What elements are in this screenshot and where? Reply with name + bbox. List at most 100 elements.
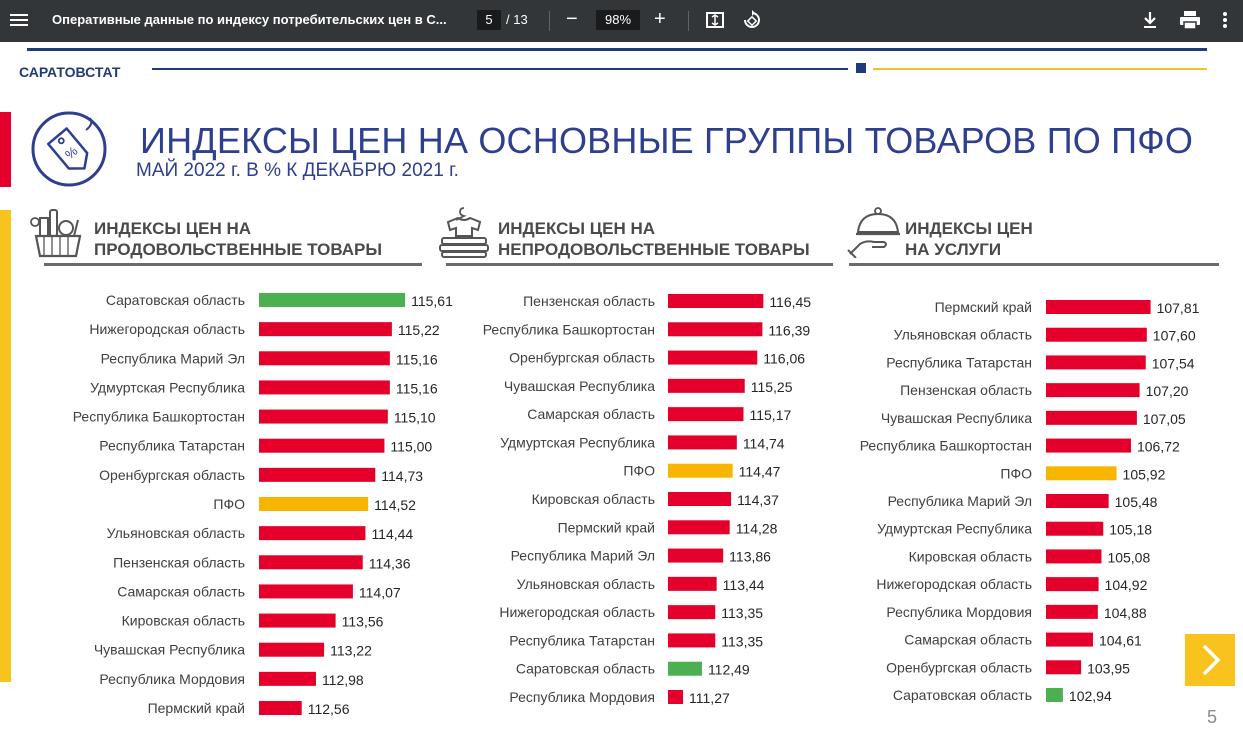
category-label: Оренбургская область bbox=[509, 350, 655, 366]
category-label: Республика Мордовия bbox=[99, 671, 245, 687]
value-label: 114,44 bbox=[371, 526, 413, 542]
section-underline bbox=[446, 263, 833, 266]
chevron-right-icon[interactable] bbox=[1185, 634, 1235, 686]
chart-title-nonfood: ИНДЕКСЫ ЦЕН НА НЕПРОДОВОЛЬСТВЕННЫЕ ТОВАР… bbox=[498, 218, 810, 260]
rotate-icon[interactable] bbox=[742, 10, 762, 30]
fit-page-icon[interactable] bbox=[706, 12, 724, 28]
zoom-level-input[interactable]: 98% bbox=[596, 10, 640, 30]
bar bbox=[668, 633, 716, 648]
bar bbox=[259, 526, 366, 541]
category-label: Республика Татарстан bbox=[886, 354, 1032, 370]
category-label: ПФО bbox=[623, 463, 655, 479]
value-label: 114,37 bbox=[737, 492, 779, 508]
category-label: Республика Башкортостан bbox=[483, 321, 655, 337]
value-label: 114,28 bbox=[736, 520, 778, 536]
category-label: Чувашская Республика bbox=[504, 378, 655, 394]
value-label: 104,61 bbox=[1099, 633, 1142, 649]
value-label: 105,92 bbox=[1123, 466, 1166, 482]
bar bbox=[259, 293, 406, 307]
bar bbox=[259, 671, 316, 686]
value-label: 105,48 bbox=[1115, 494, 1158, 510]
bar bbox=[1046, 521, 1104, 536]
category-label: ПФО bbox=[213, 496, 245, 512]
zoom-out-icon[interactable]: − bbox=[566, 8, 578, 30]
value-label: 116,06 bbox=[763, 351, 805, 367]
header-rule-marker bbox=[856, 63, 866, 73]
bar bbox=[1046, 410, 1137, 425]
more-icon[interactable] bbox=[1222, 10, 1228, 30]
bar bbox=[1046, 466, 1117, 481]
value-label: 113,35 bbox=[721, 633, 763, 649]
category-label: Оренбургская область bbox=[99, 467, 245, 483]
download-icon[interactable] bbox=[1140, 10, 1160, 30]
value-label: 115,16 bbox=[396, 380, 438, 396]
category-label: Саратовская область bbox=[893, 687, 1032, 703]
category-label: Пермский край bbox=[148, 700, 245, 716]
value-label: 115,00 bbox=[390, 439, 432, 455]
category-label: Удмуртская Республика bbox=[500, 434, 655, 450]
accent-bar-red bbox=[0, 112, 11, 187]
value-label: 105,08 bbox=[1107, 549, 1150, 565]
print-icon[interactable] bbox=[1179, 10, 1201, 30]
next-slide-button[interactable] bbox=[1185, 634, 1235, 686]
value-label: 113,22 bbox=[330, 643, 372, 659]
value-label: 111,27 bbox=[689, 690, 730, 706]
zoom-in-icon[interactable]: + bbox=[654, 8, 666, 30]
bar bbox=[1046, 383, 1140, 398]
value-label: 115,17 bbox=[749, 407, 791, 423]
category-label: Республика Марий Эл bbox=[888, 493, 1032, 509]
category-label: Ульяновская область bbox=[517, 576, 655, 592]
bar bbox=[1046, 355, 1146, 370]
page-number-input[interactable]: 5 bbox=[477, 10, 501, 30]
category-label: Республика Мордовия bbox=[509, 689, 655, 705]
value-label: 115,16 bbox=[396, 351, 438, 367]
category-label: Чувашская Республика bbox=[94, 642, 245, 658]
bar bbox=[1046, 660, 1082, 675]
category-label: Пензенская область bbox=[113, 554, 245, 570]
chart-title-services: ИНДЕКСЫ ЦЕН НА УСЛУГИ bbox=[905, 218, 1033, 260]
category-label: Республика Марий Эл bbox=[101, 350, 245, 366]
page-title: ИНДЕКСЫ ЦЕН НА ОСНОВНЫЕ ГРУППЫ ТОВАРОВ П… bbox=[140, 120, 1194, 161]
section-underline bbox=[849, 263, 1219, 266]
chart-title-line: НЕПРОДОВОЛЬСТВЕННЫЕ ТОВАРЫ bbox=[498, 240, 810, 259]
bar bbox=[668, 690, 684, 704]
bar bbox=[1046, 300, 1151, 314]
category-label: Пензенская область bbox=[900, 382, 1032, 398]
section-underline bbox=[44, 263, 422, 266]
value-label: 103,95 bbox=[1087, 660, 1130, 676]
category-label: Самарская область bbox=[527, 406, 655, 422]
category-label: Нижегородская область bbox=[876, 576, 1032, 592]
value-label: 113,86 bbox=[729, 549, 771, 565]
value-label: 115,22 bbox=[398, 322, 440, 338]
header-rule-accent bbox=[873, 68, 1207, 70]
bar bbox=[668, 463, 733, 478]
value-label: 107,81 bbox=[1157, 300, 1200, 316]
chart-title-line: ПРОДОВОЛЬСТВЕННЫЕ ТОВАРЫ bbox=[94, 240, 383, 259]
value-label: 114,73 bbox=[381, 468, 423, 484]
value-label: 113,44 bbox=[723, 577, 765, 593]
category-label: Республика Татарстан bbox=[509, 632, 655, 648]
value-label: 114,47 bbox=[739, 464, 781, 480]
menu-icon[interactable] bbox=[10, 11, 28, 31]
clothes-stack-icon bbox=[439, 207, 489, 258]
pdf-toolbar: Оперативные данные по индексу потребител… bbox=[0, 0, 1243, 42]
category-label: Саратовская область bbox=[106, 292, 245, 308]
value-label: 112,56 bbox=[308, 701, 350, 717]
toolbar-divider bbox=[549, 11, 550, 31]
bar bbox=[668, 407, 744, 422]
page-number: 5 bbox=[1207, 707, 1218, 727]
chart-title-food: ИНДЕКСЫ ЦЕН НА ПРОДОВОЛЬСТВЕННЫЕ ТОВАРЫ bbox=[94, 218, 382, 260]
bar bbox=[668, 492, 732, 506]
value-label: 107,05 bbox=[1143, 411, 1186, 427]
value-label: 107,60 bbox=[1153, 328, 1196, 344]
bar bbox=[1046, 327, 1147, 342]
value-label: 112,49 bbox=[708, 662, 750, 678]
bar bbox=[668, 576, 717, 591]
value-label: 115,25 bbox=[751, 379, 793, 395]
bar bbox=[1046, 438, 1131, 453]
bar bbox=[259, 642, 325, 657]
bar bbox=[668, 520, 730, 535]
category-label: Республика Башкортостан bbox=[73, 409, 245, 425]
bar bbox=[259, 467, 376, 482]
category-label: Оренбургская область bbox=[886, 659, 1032, 675]
